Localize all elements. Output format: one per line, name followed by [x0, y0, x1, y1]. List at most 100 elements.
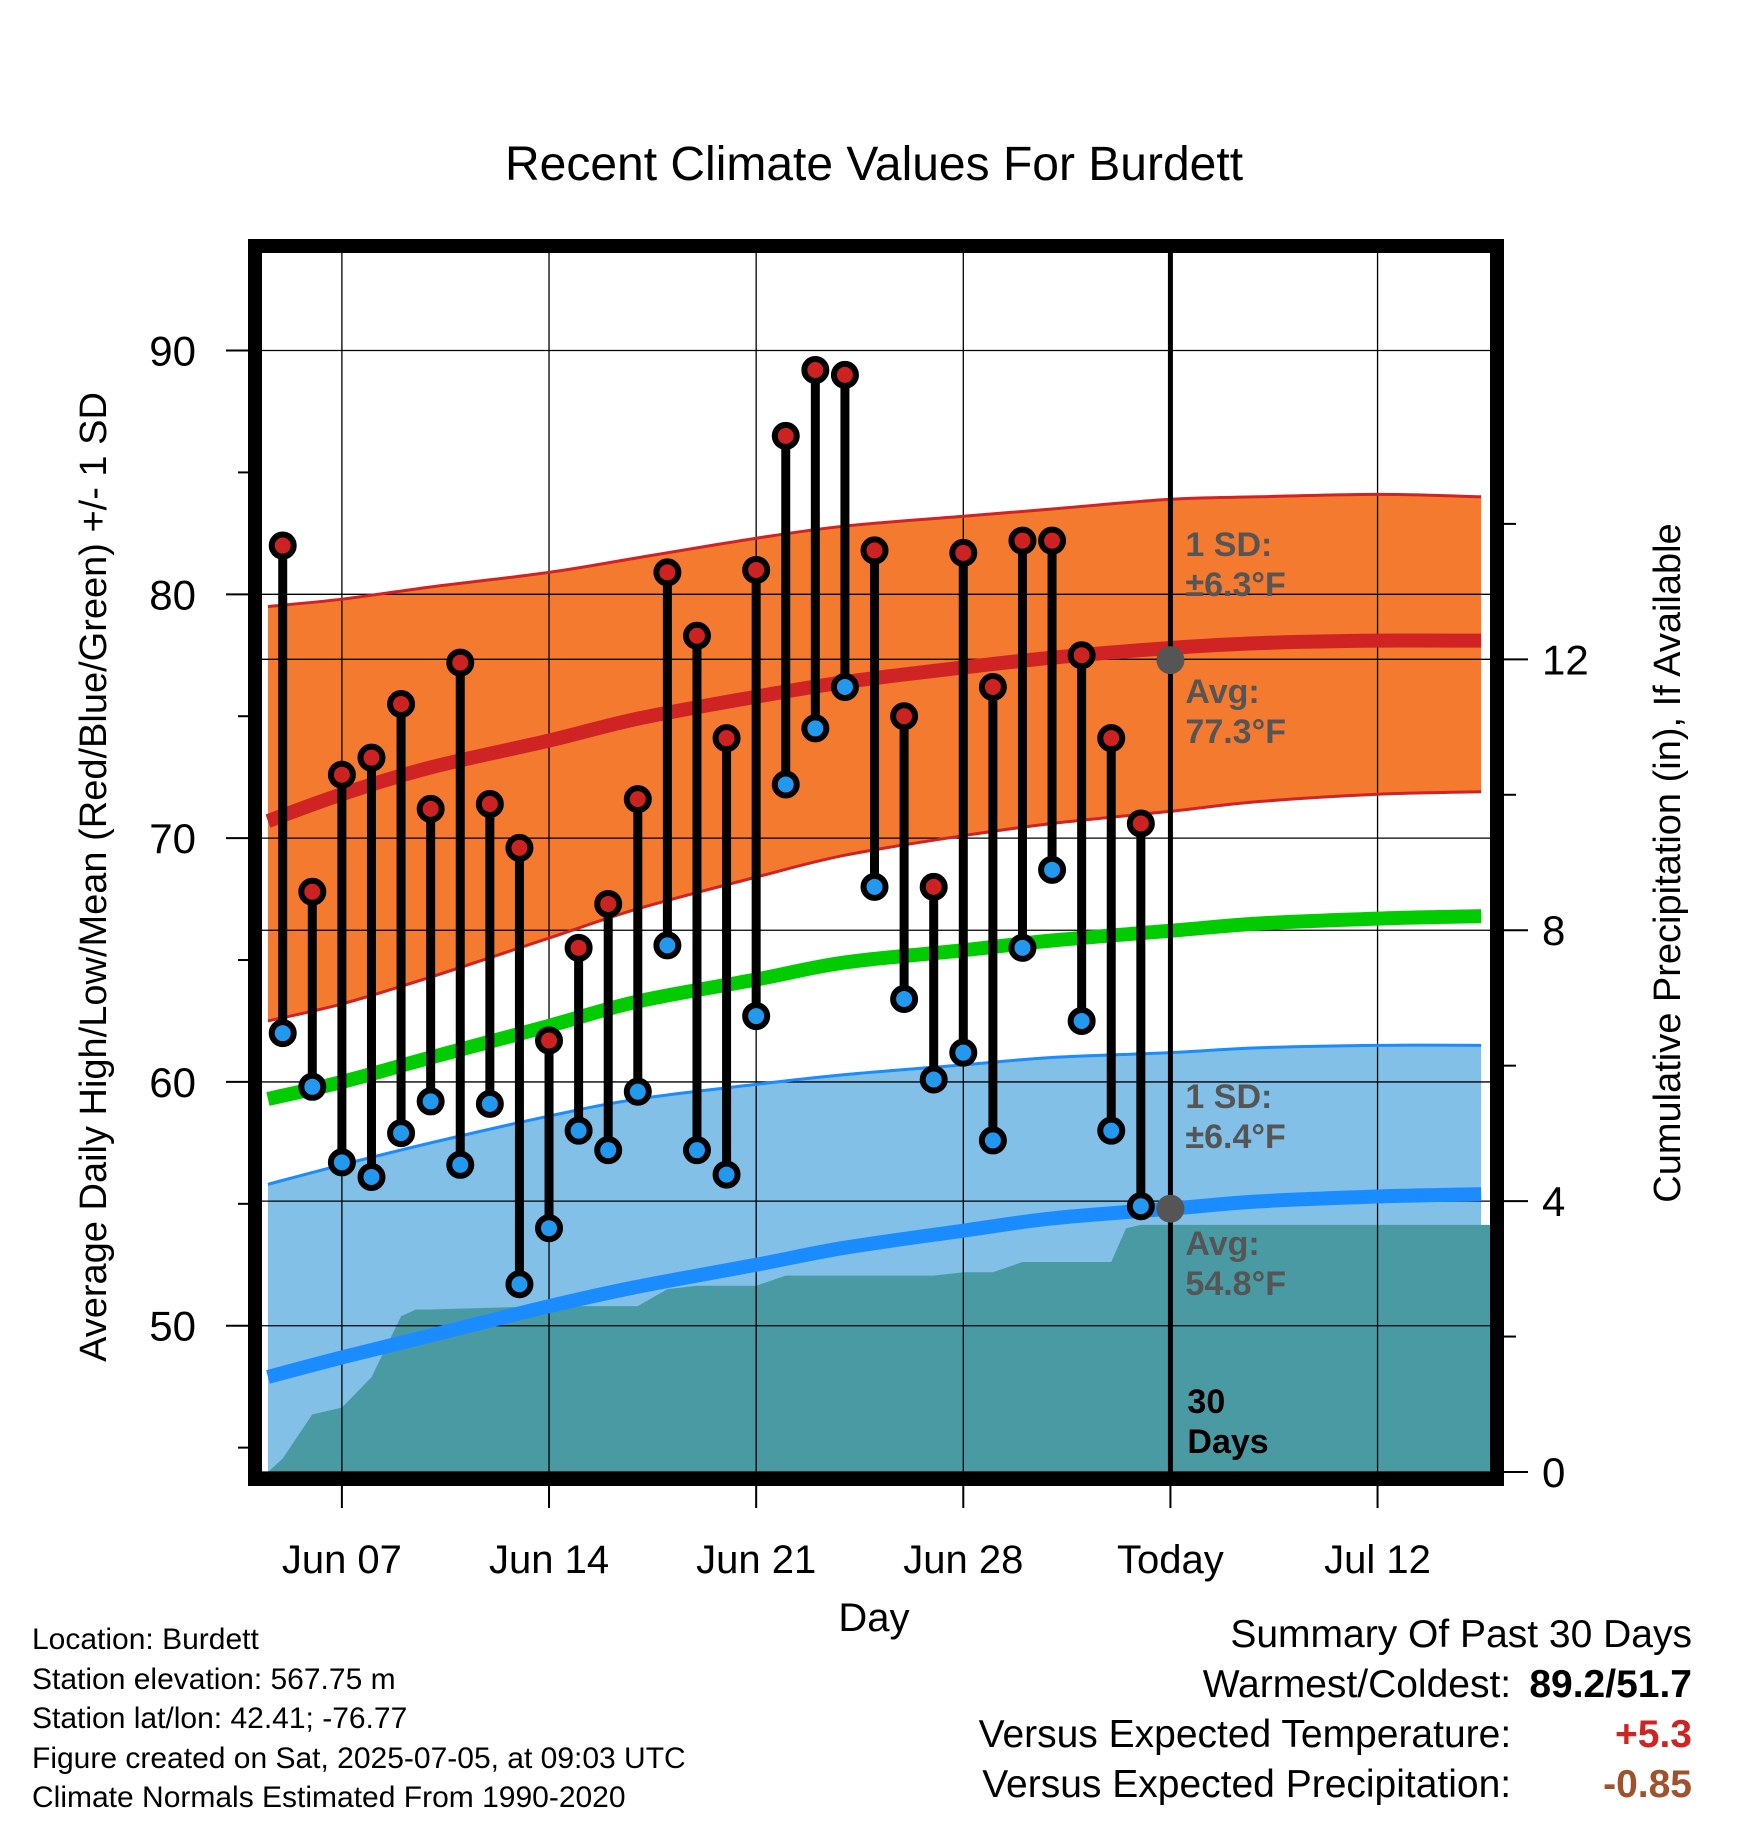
elevation-line: Station elevation: 567.75 m: [32, 1662, 396, 1696]
x-tick-label: Today: [1117, 1538, 1224, 1582]
y2-tick-label: 12: [1542, 636, 1589, 683]
daily-low-point: [830, 672, 859, 701]
summary-warmest-row: Warmest/Coldest: 89.2/51.7: [792, 1660, 1692, 1710]
daily-high-point: [1067, 641, 1096, 670]
daily-high-point: [653, 558, 682, 587]
daily-high-point: [387, 690, 416, 719]
latlon-line: Station lat/lon: 42.41; -76.77: [32, 1702, 408, 1735]
location-line: Location: Burdett: [32, 1623, 259, 1656]
daily-high-point: [327, 760, 356, 789]
x-tick-label: Jul 12: [1324, 1538, 1431, 1582]
daily-low-point: [949, 1038, 978, 1067]
daily-high-point: [475, 789, 504, 818]
station-info: Location: Burdett Station elevation: 567…: [32, 1620, 686, 1818]
daily-low-point: [860, 872, 889, 901]
days-annotation: 30 Days: [1187, 1383, 1268, 1461]
daily-high-point: [860, 536, 889, 565]
today-low-avg-marker: [1156, 1194, 1185, 1223]
normals-line: Climate Normals Estimated From 1990-2020: [32, 1781, 626, 1814]
daily-high-point: [446, 648, 475, 677]
low-avg-annotation: Avg: 54.8°F: [1185, 1225, 1286, 1303]
daily-high-point: [1008, 526, 1037, 555]
y2-tick-label: 0: [1542, 1449, 1565, 1496]
high-avg-annotation: Avg: 77.3°F: [1185, 673, 1286, 751]
daily-high-point: [505, 833, 534, 862]
daily-low-point: [742, 1002, 771, 1031]
summary-title: Summary Of Past 30 Days: [1230, 1613, 1692, 1656]
daily-low-point: [298, 1072, 327, 1101]
daily-high-point: [535, 1026, 564, 1055]
low-sd-annotation: 1 SD: ±6.4°F: [1185, 1078, 1285, 1156]
daily-high-point: [919, 872, 948, 901]
y-tick-label: 90: [149, 328, 196, 375]
summary-temp-label: Versus Expected Temperature:: [978, 1713, 1512, 1756]
plot-frame: [248, 239, 1504, 1486]
daily-low-point: [1038, 855, 1067, 884]
y-tick-label: 70: [149, 815, 196, 862]
daily-low-point: [653, 931, 682, 960]
daily-low-point: [682, 1136, 711, 1165]
y2-tick-label: 8: [1542, 907, 1565, 954]
summary-precip-label: Versus Expected Precipitation:: [982, 1763, 1512, 1806]
low-avg-line: [266, 1187, 1482, 1384]
daily-low-point: [327, 1148, 356, 1177]
y-tick-label: 60: [149, 1059, 196, 1106]
summary-precip-value: -0.85: [1603, 1763, 1692, 1806]
y2-tick-label: 4: [1542, 1178, 1565, 1225]
daily-high-point: [1038, 526, 1067, 555]
daily-low-point: [475, 1089, 504, 1118]
summary-precip-row: Versus Expected Precipitation: -0.85: [792, 1760, 1692, 1810]
daily-low-point: [1008, 933, 1037, 962]
daily-high-point: [564, 933, 593, 962]
high-lower-edge: [267, 790, 1482, 1023]
daily-high-point: [594, 889, 623, 918]
daily-low-point: [1067, 1006, 1096, 1035]
daily-high-point: [298, 877, 327, 906]
daily-low-point: [890, 985, 919, 1014]
daily-high-point: [1126, 809, 1155, 838]
low-upper-edge: [267, 1043, 1482, 1186]
daily-low-point: [1097, 1116, 1126, 1145]
daily-low-point: [801, 714, 830, 743]
daily-low-point: [594, 1136, 623, 1165]
high-sd-annotation: 1 SD: ±6.3°F: [1185, 526, 1285, 604]
daily-high-point: [357, 743, 386, 772]
daily-high-point: [623, 785, 652, 814]
x-tick-label: Jun 14: [489, 1538, 609, 1582]
daily-low-point: [535, 1214, 564, 1243]
daily-high-point: [712, 724, 741, 753]
high-upper-edge: [267, 492, 1482, 609]
daily-high-point: [742, 555, 771, 584]
x-axis-label: Day: [838, 1596, 909, 1640]
daily-high-point: [949, 538, 978, 567]
daily-low-point: [919, 1065, 948, 1094]
daily-low-point: [623, 1077, 652, 1106]
daily-high-point: [978, 672, 1007, 701]
daily-high-point: [416, 794, 445, 823]
daily-low-point: [505, 1270, 534, 1299]
precip-area: [267, 1224, 1490, 1472]
daily-low-point: [416, 1087, 445, 1116]
daily-low-point: [357, 1163, 386, 1192]
daily-high-point: [890, 702, 919, 731]
daily-low-point: [268, 1019, 297, 1048]
y-tick-label: 80: [149, 571, 196, 618]
daily-high-point: [268, 531, 297, 560]
daily-low-point: [387, 1119, 416, 1148]
x-tick-label: Jun 21: [696, 1538, 816, 1582]
summary-temp-row: Versus Expected Temperature: +5.3: [792, 1710, 1692, 1760]
daily-low-point: [771, 770, 800, 799]
y-axis-label: Average Daily High/Low/Mean (Red/Blue/Gr…: [73, 392, 115, 1362]
summary-warmest-label: Warmest/Coldest:: [1202, 1663, 1512, 1706]
x-tick-label: Jun 07: [282, 1538, 402, 1582]
daily-high-point: [1097, 724, 1126, 753]
summary-temp-value: +5.3: [1615, 1713, 1692, 1756]
daily-low-point: [564, 1116, 593, 1145]
summary-panel: Summary Of Past 30 Days Warmest/Coldest:…: [792, 1610, 1692, 1810]
daily-high-point: [830, 360, 859, 389]
daily-low-point: [712, 1160, 741, 1189]
mean-line: [266, 909, 1482, 1106]
x-tick-label: Jun 28: [903, 1538, 1023, 1582]
y-tick-label: 50: [149, 1303, 196, 1350]
